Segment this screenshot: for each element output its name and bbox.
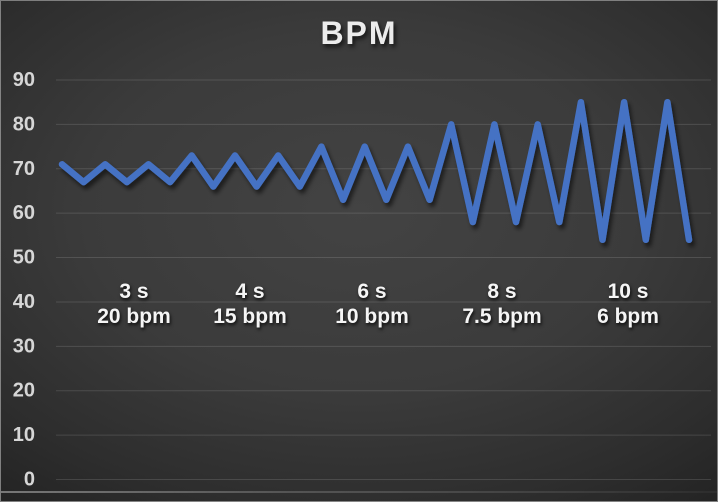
y-axis-tick-label: 10	[13, 424, 35, 446]
y-axis-tick-label: 20	[13, 380, 35, 402]
breath-rate-label: 20 bpm	[97, 304, 171, 328]
y-axis-tick-label: 40	[13, 291, 35, 313]
breath-duration-label: 10 s	[607, 280, 649, 303]
breath-duration-label: 4 s	[235, 280, 265, 303]
y-axis-tick-label: 70	[13, 158, 35, 180]
breath-duration-label: 6 s	[357, 280, 387, 303]
section-annotation: 8 s 7.5 bpm	[462, 280, 541, 329]
bpm-line-series	[58, 98, 693, 244]
breath-duration-label: 3 s	[119, 280, 149, 303]
breath-rate-label: 6 bpm	[597, 304, 659, 328]
series-group	[58, 98, 693, 244]
chart-title: BPM	[320, 15, 398, 51]
breath-duration-label: 8 s	[487, 280, 517, 303]
y-axis-tick-label: 80	[13, 113, 35, 135]
section-annotation: 3 s 20 bpm	[97, 280, 171, 329]
y-axis-tick-label: 60	[13, 202, 35, 224]
section-annotation: 4 s 15 bpm	[213, 280, 287, 329]
y-axis-tick-label: 50	[13, 247, 35, 269]
breath-rate-label: 10 bpm	[335, 304, 409, 328]
breath-rate-label: 7.5 bpm	[462, 304, 542, 328]
gridlines-group	[56, 79, 711, 480]
section-annotation: 6 s 10 bpm	[335, 280, 409, 329]
y-axis-tick-label: 30	[13, 335, 35, 357]
y-axis-labels-group: 0 10 20 30 40 50 60 70 80 90	[13, 69, 35, 491]
breath-rate-label: 15 bpm	[213, 304, 287, 328]
slide-edge-highlight	[1, 491, 717, 493]
y-axis-tick-label: 90	[13, 69, 35, 91]
y-axis-tick-label: 0	[24, 469, 35, 491]
